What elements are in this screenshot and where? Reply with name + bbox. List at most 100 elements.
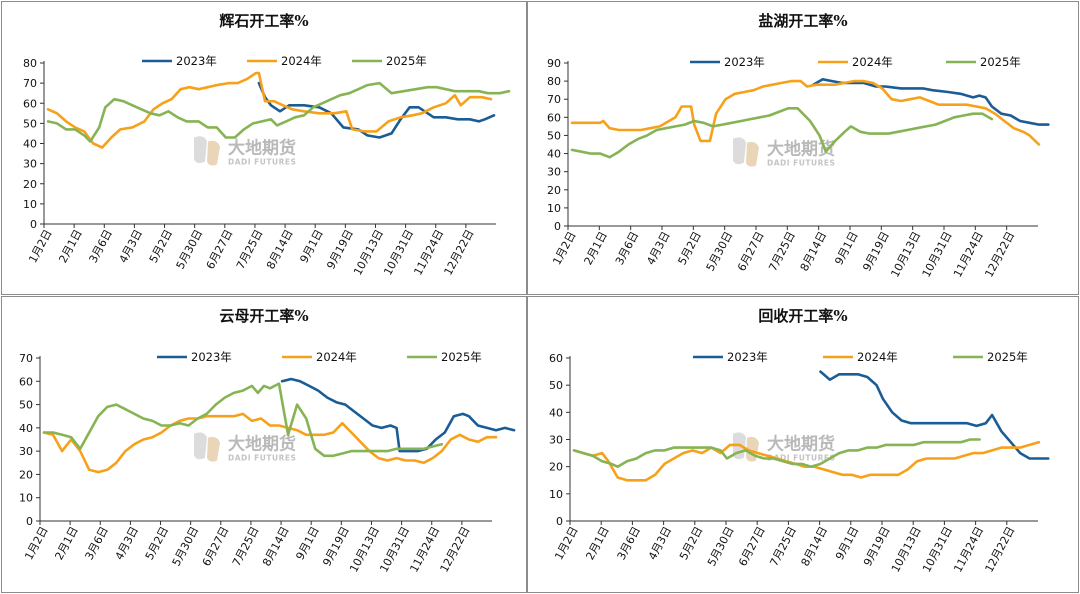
watermark-subtext: DADI FUTURES [228,454,296,463]
series-line-2025年 [572,438,981,468]
chart-title: 云母开工率% [219,307,308,325]
watermark-text: 大地期货 [767,434,835,455]
y-tick-label: 30 [547,166,561,179]
x-tick-label: 5月30日 [174,227,206,271]
x-tick-label: 9月1日 [833,524,861,562]
chart-title: 辉石开工率% [219,12,308,30]
x-tick-label: 12月22日 [438,524,473,574]
watermark-logo-shape [207,436,220,462]
watermark-text: 大地期货 [767,139,835,160]
y-tick-label: 40 [19,422,33,435]
y-tick-label: 50 [23,117,37,130]
x-tick-label: 11月24日 [411,227,446,277]
watermark-logo-shape [194,136,207,164]
x-tick-label: 9月19日 [860,229,892,273]
series-line-2025年 [42,382,444,458]
legend-label: 2025年 [441,350,482,364]
x-tick-label: 10月13日 [889,524,924,574]
x-tick-label: 4月3日 [113,524,141,562]
x-tick-label: 4月3日 [646,524,674,562]
x-tick-label: 1月2日 [26,227,54,265]
series-line-2024年 [570,79,1041,146]
chart-panel-recycling: 回收开工率% 大地期货 DADI FUTURES 0 10 20 30 40 50 60 1月2日 2… [527,296,1079,593]
chart-panel-salt-lake: 盐湖开工率% 大地期货 DADI FUTURES 0 10 20 30 40 50 60 70 80 9… [527,1,1079,295]
x-tick-label: 9月19日 [320,524,352,568]
x-tick-label: 7月25日 [230,524,262,568]
y-tick-label: 80 [547,75,561,88]
series-line-2023年 [819,370,1050,460]
x-tick-label: 10月31日 [377,524,412,574]
chart-title: 回收开工率% [758,307,847,325]
x-tick-label: 1月2日 [22,524,50,562]
x-tick-label: 3月6日 [87,227,115,265]
watermark-subtext: DADI FUTURES [228,158,296,167]
legend-label: 2023年 [176,54,217,68]
y-tick-label: 0 [26,515,33,528]
x-tick-label: 3月6日 [83,524,111,562]
x-tick-label: 12月22日 [982,229,1017,279]
legend-label: 2023年 [727,350,768,364]
x-tick-label: 10月31日 [920,524,955,574]
watermark-logo-shape [194,432,207,460]
x-tick-label: 9月1日 [293,524,321,562]
y-tick-label: 70 [547,93,561,106]
x-tick-label: 1月2日 [550,229,578,267]
x-tick-label: 12月22日 [442,227,477,277]
x-tick-label: 6月27日 [200,524,232,568]
y-tick-label: 10 [19,492,33,505]
y-tick-label: 70 [19,352,33,365]
legend-label: 2024年 [316,350,357,364]
legend-label: 2025年 [987,350,1028,364]
x-tick-label: 6月27日 [204,227,236,271]
legend-label: 2023年 [724,55,765,69]
legend-label: 2024年 [857,350,898,364]
y-tick-label: 40 [23,138,37,151]
chart-panel-pyroxene: 辉石开工率% 大地期货 DADI FUTURES 0 10 20 30 40 50 60 70 80 1… [1,1,527,295]
series-line-2024年 [46,71,493,149]
y-tick-label: 20 [23,178,37,191]
y-tick-label: 10 [23,198,37,211]
x-tick-label: 7月25日 [234,227,266,271]
watermark-text: 大地期货 [228,434,296,455]
series-line-2023年 [812,78,1050,126]
x-tick-label: 11月24日 [407,524,442,574]
y-tick-label: 30 [23,158,37,171]
y-tick-label: 60 [23,97,37,110]
y-tick-label: 30 [549,434,563,447]
x-tick-label: 3月6日 [615,524,643,562]
x-tick-label: 5月2日 [147,227,175,265]
x-tick-label: 9月19日 [324,227,356,271]
legend-label: 2023年 [191,350,232,364]
chart-title: 盐湖开工率% [758,12,847,30]
watermark-subtext: DADI FUTURES [767,454,835,463]
x-tick-label: 5月30日 [704,229,736,273]
series-line-2025年 [46,81,511,143]
x-tick-label: 8月14日 [798,229,830,273]
series-line-2024年 [572,440,1041,482]
x-tick-label: 6月27日 [735,229,767,273]
watermark-text: 大地期货 [228,138,296,159]
watermark-logo-shape [746,141,759,167]
x-tick-label: 4月3日 [117,227,145,265]
x-tick-label: 8月14日 [264,227,296,271]
series-line-2023年 [280,377,516,453]
x-tick-label: 9月1日 [297,227,325,265]
x-tick-label: 2月1日 [52,524,80,562]
y-tick-label: 50 [19,399,33,412]
legend-label: 2024年 [852,55,893,69]
x-tick-label: 5月30日 [705,524,737,568]
y-tick-label: 10 [547,202,561,215]
y-tick-label: 10 [549,488,563,501]
x-tick-label: 11月24日 [951,524,986,574]
y-tick-label: 90 [547,57,561,70]
x-tick-label: 8月14日 [799,524,831,568]
y-tick-label: 60 [19,375,33,388]
legend-label: 2025年 [980,55,1021,69]
y-tick-label: 20 [549,461,563,474]
y-tick-label: 0 [554,220,561,233]
x-tick-label: 1月2日 [552,524,580,562]
chart-panel-lepidolite: 云母开工率% 大地期货 DADI FUTURES 0 10 20 30 40 50 60 70 1月2… [1,296,527,593]
